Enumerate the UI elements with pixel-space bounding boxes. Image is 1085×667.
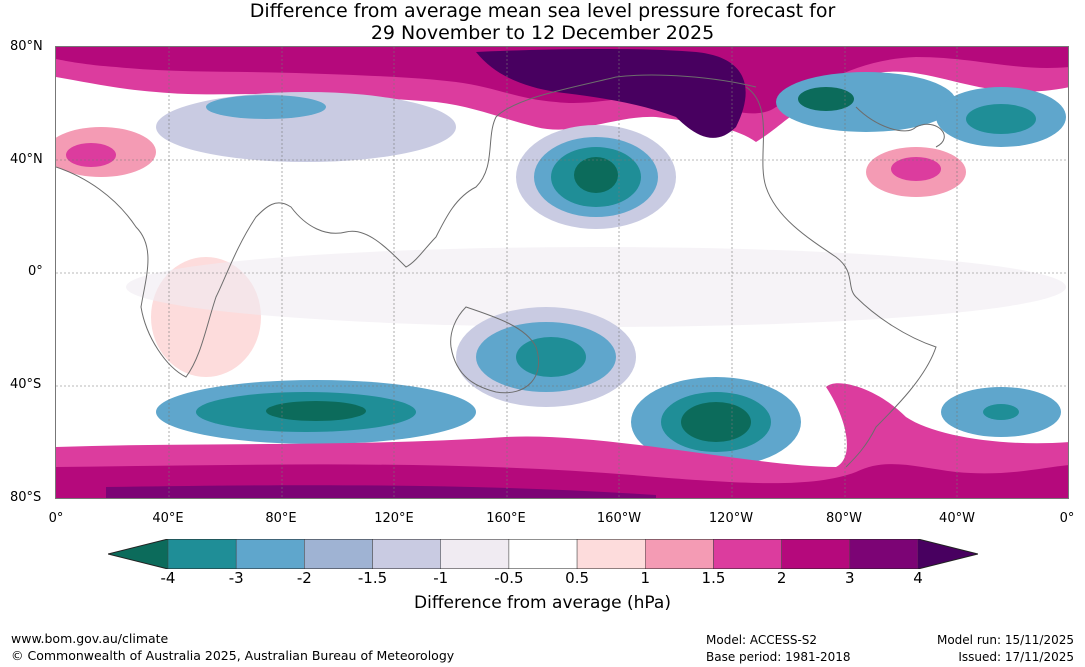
colorbar-segment — [849, 539, 919, 569]
colorbar-segment — [440, 539, 510, 569]
colorbar-tick-label: -1.5 — [357, 569, 388, 587]
colorbar-segment — [167, 539, 237, 569]
colorbar-tick-label: 3 — [845, 569, 855, 587]
south-atlantic-low-core — [983, 404, 1019, 420]
colorbar-extend-low — [108, 539, 168, 569]
graticule — [56, 47, 1068, 498]
colorbar-segment — [304, 539, 373, 569]
map-canvas — [56, 47, 1068, 498]
colorbar-tick-label: -1 — [433, 569, 449, 587]
central-asia-low-core — [206, 95, 326, 119]
coastlines — [56, 74, 945, 468]
north-america-low-core — [798, 87, 854, 111]
colorbar-tick-label: -2 — [296, 569, 312, 587]
lat-label-40s: 40°S — [10, 377, 42, 392]
indian-ocean-low-core — [266, 401, 366, 421]
lon-label-40e: 40°E — [152, 511, 184, 526]
map-title-line1: Difference from average mean sea level p… — [249, 0, 836, 22]
lon-label-160w: 160°W — [596, 511, 642, 526]
colorbar-tick-label: 2 — [776, 569, 787, 587]
colorbar-segment — [508, 539, 578, 569]
colorbar-segment — [781, 539, 851, 569]
colorbar-tick-label: 1.5 — [701, 569, 726, 587]
europe-high-core — [66, 143, 116, 167]
colorbar-segment — [576, 539, 646, 569]
footer-model: Model: ACCESS-S2 — [706, 633, 818, 647]
lat-label-40n: 40°N — [10, 152, 43, 167]
colorbar-tick-label: -4 — [160, 569, 176, 587]
colorbar-tick-label: 1 — [640, 569, 651, 587]
lon-label-0-right: 0° — [1059, 511, 1075, 526]
lon-label-80w: 80°W — [826, 511, 862, 526]
tropics-negative — [126, 247, 1066, 327]
south-pacific-low-core — [681, 402, 751, 442]
colorbar-segment — [713, 539, 782, 569]
lat-label-80s: 80°S — [10, 490, 42, 505]
north-atlantic-low-core — [966, 104, 1036, 134]
australia-low-core — [516, 337, 586, 377]
atlantic-high-core — [891, 157, 941, 181]
antarctic-core — [106, 485, 656, 498]
footer-model-run: Model run: 15/11/2025 — [936, 633, 1074, 647]
colorbar-segment — [235, 539, 305, 569]
pressure-anomaly-map — [55, 46, 1069, 499]
colorbar-tick-label: -0.5 — [494, 569, 524, 587]
pacific-low-core — [574, 157, 618, 193]
lon-label-120e: 120°E — [374, 511, 414, 526]
colorbar-segment — [645, 539, 714, 569]
footer-issued: Issued: 17/11/2025 — [958, 650, 1074, 664]
footer-copyright: © Commonwealth of Australia 2025, Austra… — [11, 648, 455, 663]
colorbar-tick-label: 0.5 — [565, 569, 590, 587]
footer-base-period: Base period: 1981-2018 — [706, 650, 851, 664]
lon-label-0-left: 0° — [48, 511, 64, 526]
colorbar-segment — [372, 539, 441, 569]
map-title-line2: 29 November to 12 December 2025 — [370, 22, 715, 44]
colorbar-extend-high — [918, 539, 978, 569]
lat-label-0: 0° — [28, 264, 43, 279]
footer-url: www.bom.gov.au/climate — [11, 631, 169, 646]
colorbar — [108, 539, 978, 569]
lon-label-120w: 120°W — [708, 511, 754, 526]
north-america-low — [776, 72, 956, 132]
colorbar-tick-label: 4 — [913, 569, 923, 587]
lon-label-40w: 40°W — [939, 511, 975, 526]
lat-label-80n: 80°N — [10, 39, 43, 54]
north-pacific-high — [476, 48, 746, 138]
colorbar-tick-label: -3 — [228, 569, 244, 587]
lon-label-80e: 80°E — [265, 511, 297, 526]
colorbar-title: Difference from average (hPa) — [414, 593, 671, 613]
lon-label-160e: 160°E — [486, 511, 526, 526]
